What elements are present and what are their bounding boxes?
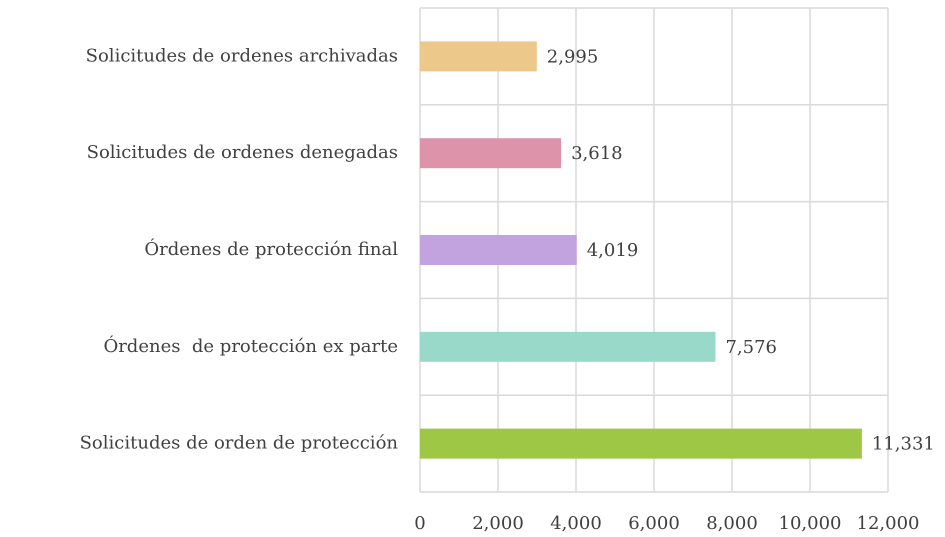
value-label: 11,331 [872, 434, 935, 455]
y-tick-label: Solicitudes de ordenes denegadas [87, 142, 398, 163]
x-tick-label: 4,000 [550, 513, 602, 534]
bar [420, 235, 577, 265]
bar [420, 138, 562, 169]
x-tick-label: 6,000 [628, 513, 680, 534]
x-tick-label: 2,000 [472, 513, 524, 534]
value-label: 3,618 [571, 143, 623, 164]
y-tick-label: Órdenes de protección ex parte [103, 334, 398, 357]
x-tick-label: 10,000 [779, 513, 842, 534]
y-tick-label: Solicitudes de orden de protección [80, 433, 399, 454]
value-label: 4,019 [587, 240, 639, 261]
bar [420, 41, 537, 72]
value-label: 7,576 [725, 337, 777, 358]
x-tick-label: 8,000 [706, 513, 758, 534]
y-tick-label: Solicitudes de ordenes archivadas [86, 45, 398, 66]
y-tick-label: Órdenes de protección final [144, 237, 398, 260]
value-label: 2,995 [547, 46, 599, 67]
bar [420, 428, 862, 459]
x-tick-label: 12,000 [857, 513, 920, 534]
x-tick-label: 0 [414, 513, 425, 534]
bar [420, 331, 716, 362]
